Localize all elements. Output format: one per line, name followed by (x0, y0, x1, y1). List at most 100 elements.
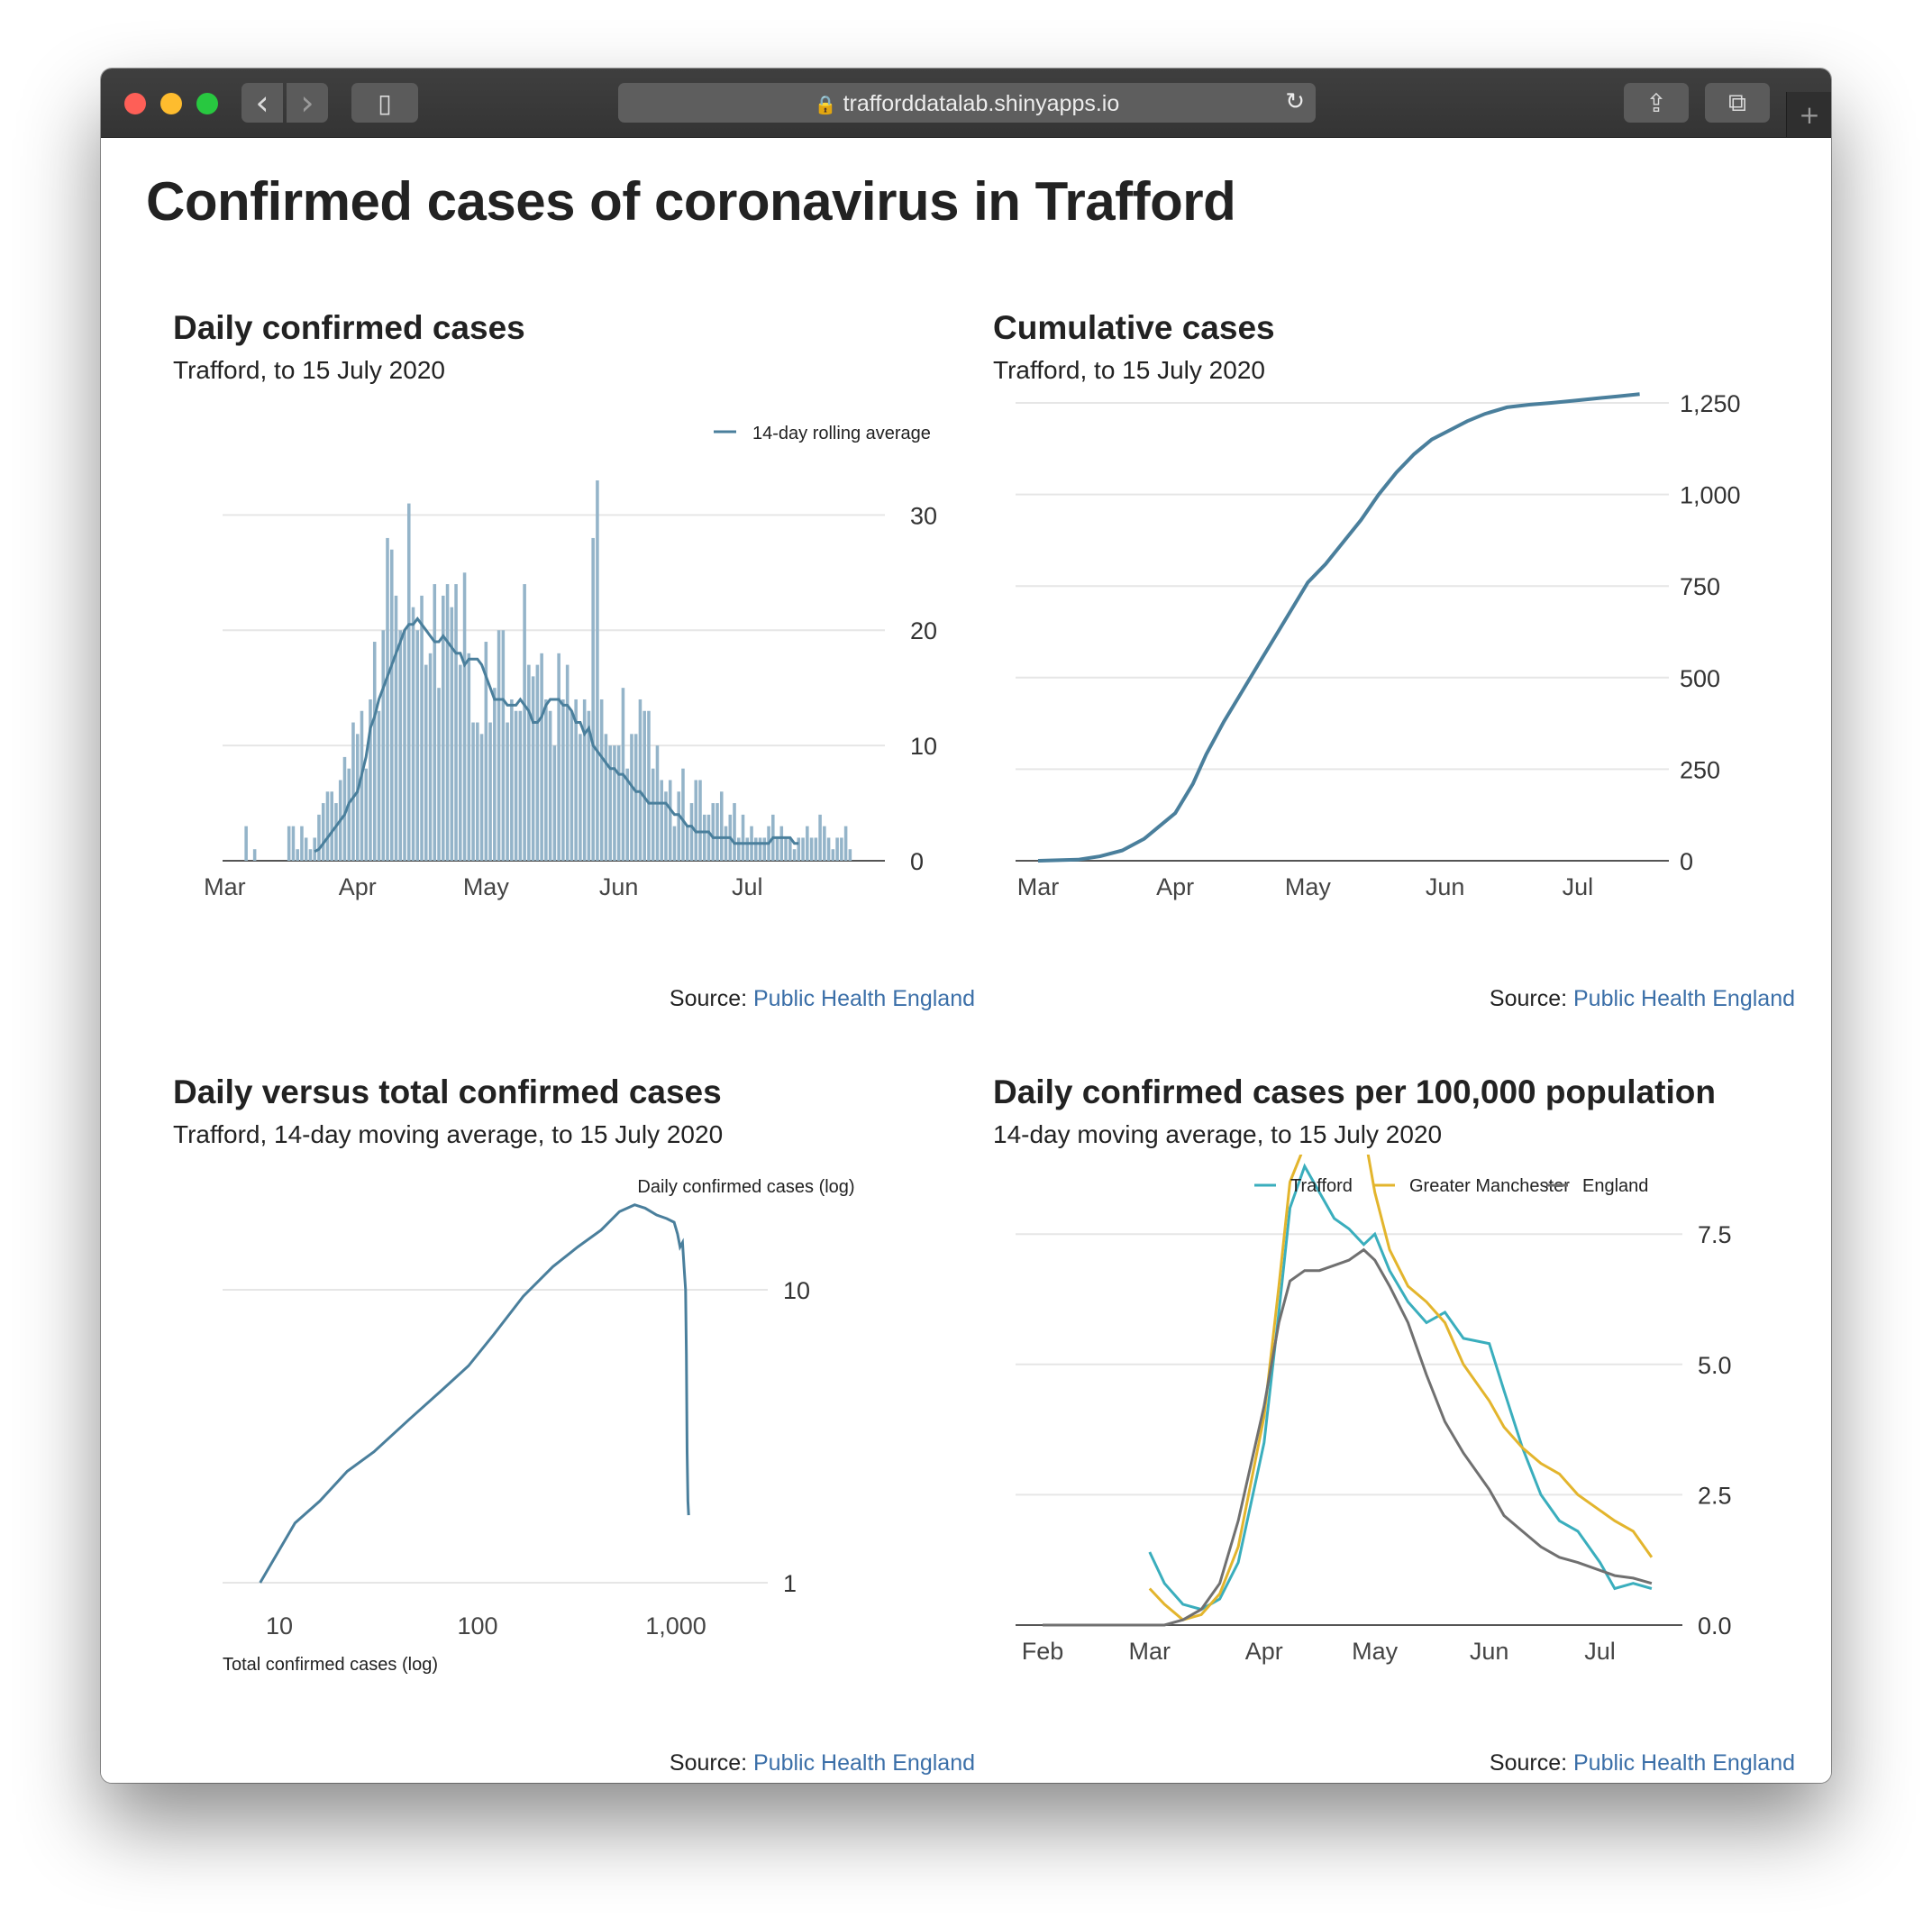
y-tick-label: 250 (1680, 756, 1720, 783)
bar (321, 803, 325, 861)
bar (579, 734, 582, 861)
series-line (1148, 1155, 1654, 1621)
bar (428, 653, 433, 861)
page-title: Confirmed cases of coronavirus in Traffo… (146, 171, 1236, 232)
legend-label: England (1582, 1176, 1648, 1196)
bar (459, 664, 462, 861)
series-line (1043, 1247, 1653, 1627)
legend-label: Trafford (1290, 1176, 1353, 1196)
x-tick-label: May (463, 873, 510, 900)
bar (317, 814, 321, 861)
x-tick-label: Apr (1156, 873, 1194, 900)
browser-window: ‹ › ▯ 🔒 trafforddatalab.shinyapps.io ↻ ⇪… (101, 68, 1831, 1783)
bar (540, 653, 543, 861)
y-axis-title: Daily confirmed cases (log) (637, 1177, 854, 1197)
browser-toolbar: ‹ › ▯ 🔒 trafforddatalab.shinyapps.io ↻ ⇪… (101, 68, 1831, 138)
bar (369, 699, 372, 861)
bar (608, 745, 612, 861)
bar (672, 826, 677, 861)
legend-label: Greater Manchester (1409, 1176, 1570, 1196)
x-tick-label: May (1285, 873, 1332, 900)
bar (599, 699, 604, 861)
source-link[interactable]: Public Health England (753, 986, 975, 1011)
chart-subtitle: 14-day moving average, to 15 July 2020 (993, 1120, 1443, 1148)
bar (843, 826, 848, 861)
address-bar[interactable]: 🔒 trafforddatalab.shinyapps.io ↻ (618, 83, 1316, 123)
bar (377, 710, 381, 861)
chart-title: Daily versus total confirmed cases (173, 1073, 722, 1110)
bar (325, 791, 330, 861)
bar (479, 734, 484, 861)
source-note: Source: Public Health England (669, 1750, 975, 1776)
close-window-button[interactable] (124, 93, 146, 114)
y-tick-label: 1,250 (1680, 390, 1741, 417)
x-tick-label: Jul (1563, 873, 1594, 900)
x-tick-label: Mar (1129, 1638, 1171, 1665)
zoom-window-button[interactable] (196, 93, 218, 114)
x-tick-label: 1,000 (645, 1612, 706, 1639)
bar (389, 549, 394, 861)
bar (831, 849, 835, 861)
bar (424, 664, 428, 861)
bar (681, 768, 685, 861)
bar (570, 710, 574, 861)
chart-subtitle: Trafford, to 15 July 2020 (173, 356, 445, 384)
bar (596, 480, 599, 861)
bar (355, 734, 360, 861)
legend-label: 14-day rolling average (752, 424, 931, 443)
bar (801, 837, 805, 861)
bar (398, 630, 403, 861)
bar (818, 814, 822, 861)
source-link[interactable]: Public Health England (1573, 1750, 1795, 1776)
bar (685, 826, 689, 861)
x-tick-label: Apr (1245, 1638, 1283, 1665)
new-tab-button[interactable]: + (1786, 92, 1831, 137)
x-tick-label: 100 (457, 1612, 497, 1639)
x-tick-label: Feb (1022, 1638, 1064, 1665)
bar (664, 791, 668, 861)
source-link[interactable]: Public Health England (1573, 986, 1795, 1011)
bar (694, 780, 698, 861)
y-tick-label: 2.5 (1698, 1482, 1732, 1509)
share-button[interactable]: ⇪ (1624, 83, 1689, 123)
bar (788, 837, 792, 861)
bar (394, 595, 398, 861)
bar (501, 630, 506, 861)
y-tick-label: 1 (783, 1570, 797, 1597)
bar (304, 837, 308, 861)
bar (415, 630, 420, 861)
bar (741, 814, 745, 861)
sidebar-button[interactable]: ▯ (351, 83, 418, 123)
bar (450, 607, 454, 861)
source-note: Source: Public Health England (1489, 1750, 1795, 1776)
bar (762, 837, 767, 861)
reload-icon[interactable]: ↻ (1285, 88, 1305, 115)
source-link[interactable]: Public Health England (753, 1750, 975, 1776)
y-tick-label: 1,000 (1680, 482, 1741, 509)
cumulative-line (1037, 392, 1640, 863)
back-button[interactable]: ‹ (242, 83, 283, 123)
bar (840, 837, 843, 861)
tab-overview-button[interactable]: ⧉ (1705, 83, 1770, 123)
bar (638, 699, 642, 861)
per-100k-chart: 0.0 2.5 5.0 7.5 Feb Mar Apr May Jun Jul Trafford Gr… (1016, 1155, 1732, 1665)
bar (835, 837, 839, 861)
bar (758, 837, 762, 861)
bar (342, 756, 347, 861)
bar (711, 803, 715, 861)
bar (287, 826, 291, 861)
bar (814, 837, 818, 861)
bar (488, 722, 492, 861)
bar (587, 710, 591, 861)
forward-button[interactable]: › (287, 83, 328, 123)
bar (754, 837, 758, 861)
bar (514, 710, 518, 861)
chart-title: Daily confirmed cases (173, 309, 525, 346)
bar (442, 595, 445, 861)
daily-vs-total-chart: 1 10 10 100 1,000 Total confirmed cases (log)… (223, 1177, 855, 1675)
bar (613, 745, 616, 861)
chevron-right-icon: › (300, 83, 314, 123)
bar (809, 837, 814, 861)
minimize-window-button[interactable] (160, 93, 182, 114)
bar (630, 734, 633, 861)
